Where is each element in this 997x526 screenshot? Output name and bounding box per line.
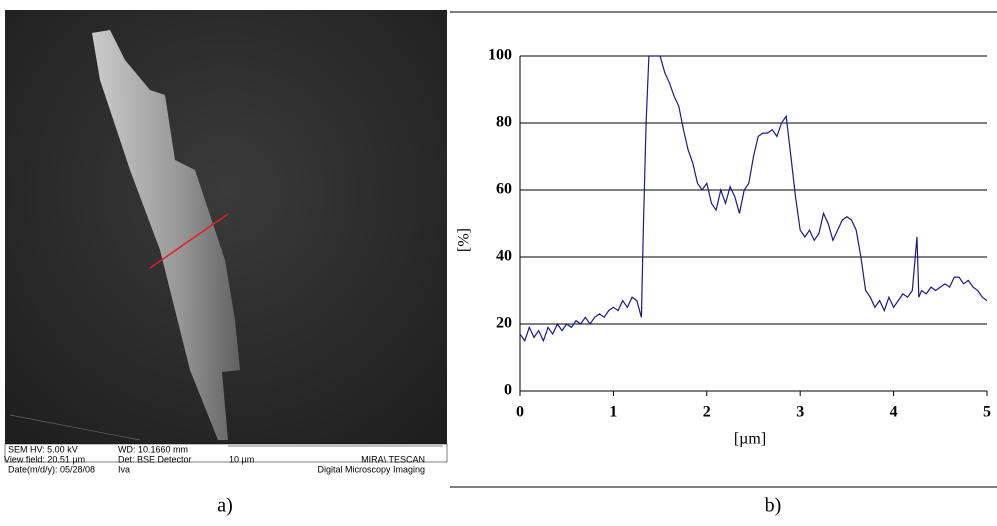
caption: b) xyxy=(765,495,782,517)
sem-image: SEM HV: 5.00 kV WD: 10.1660 mm View fiel… xyxy=(4,10,448,474)
image-background xyxy=(5,10,447,462)
info-text: SEM HV: 5.00 kV xyxy=(8,444,78,454)
y-tick-label: 80 xyxy=(496,114,512,131)
x-axis-label: [µm] xyxy=(734,431,766,448)
scan-line xyxy=(149,213,229,269)
info-bar xyxy=(4,443,448,463)
data-line xyxy=(520,55,988,343)
x-tick-label: 0 xyxy=(516,404,524,421)
caption: a) xyxy=(217,495,233,517)
info-text: Iva xyxy=(118,464,130,474)
x-tick-label: 4 xyxy=(890,404,898,421)
y-tick-label: 20 xyxy=(496,315,512,332)
info-text: 10 µm xyxy=(229,454,254,464)
info-text: Date(m/d/y): 05/28/08 xyxy=(8,464,95,474)
x-tick-label: 1 xyxy=(609,404,617,421)
info-text: View field: 20.51 µm xyxy=(4,454,85,464)
x-tick-label: 2 xyxy=(703,404,711,421)
x-tick-label: 3 xyxy=(796,404,804,421)
y-tick-label: 0 xyxy=(504,382,512,399)
y-tick-label: 60 xyxy=(496,181,512,198)
info-text: Digital Microscopy Imaging xyxy=(317,464,425,474)
y-axis-label: [%] xyxy=(456,228,473,252)
scratch xyxy=(9,414,141,441)
crystal xyxy=(92,30,240,440)
info-text: MIRA\ TESCAN xyxy=(361,454,425,464)
info-text: Det: BSE Detector xyxy=(118,454,192,464)
x-tick-label: 5 xyxy=(983,404,991,421)
y-tick-label: 40 xyxy=(496,248,512,265)
info-text: WD: 10.1660 mm xyxy=(118,444,188,454)
y-tick-label: 100 xyxy=(488,47,512,64)
